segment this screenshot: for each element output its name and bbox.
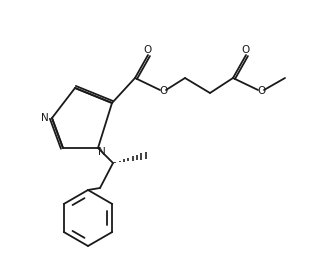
Text: N: N [98, 147, 106, 157]
Text: O: O [144, 45, 152, 55]
Text: O: O [242, 45, 250, 55]
Text: O: O [258, 86, 266, 96]
Text: O: O [160, 86, 168, 96]
Text: N: N [41, 113, 49, 123]
